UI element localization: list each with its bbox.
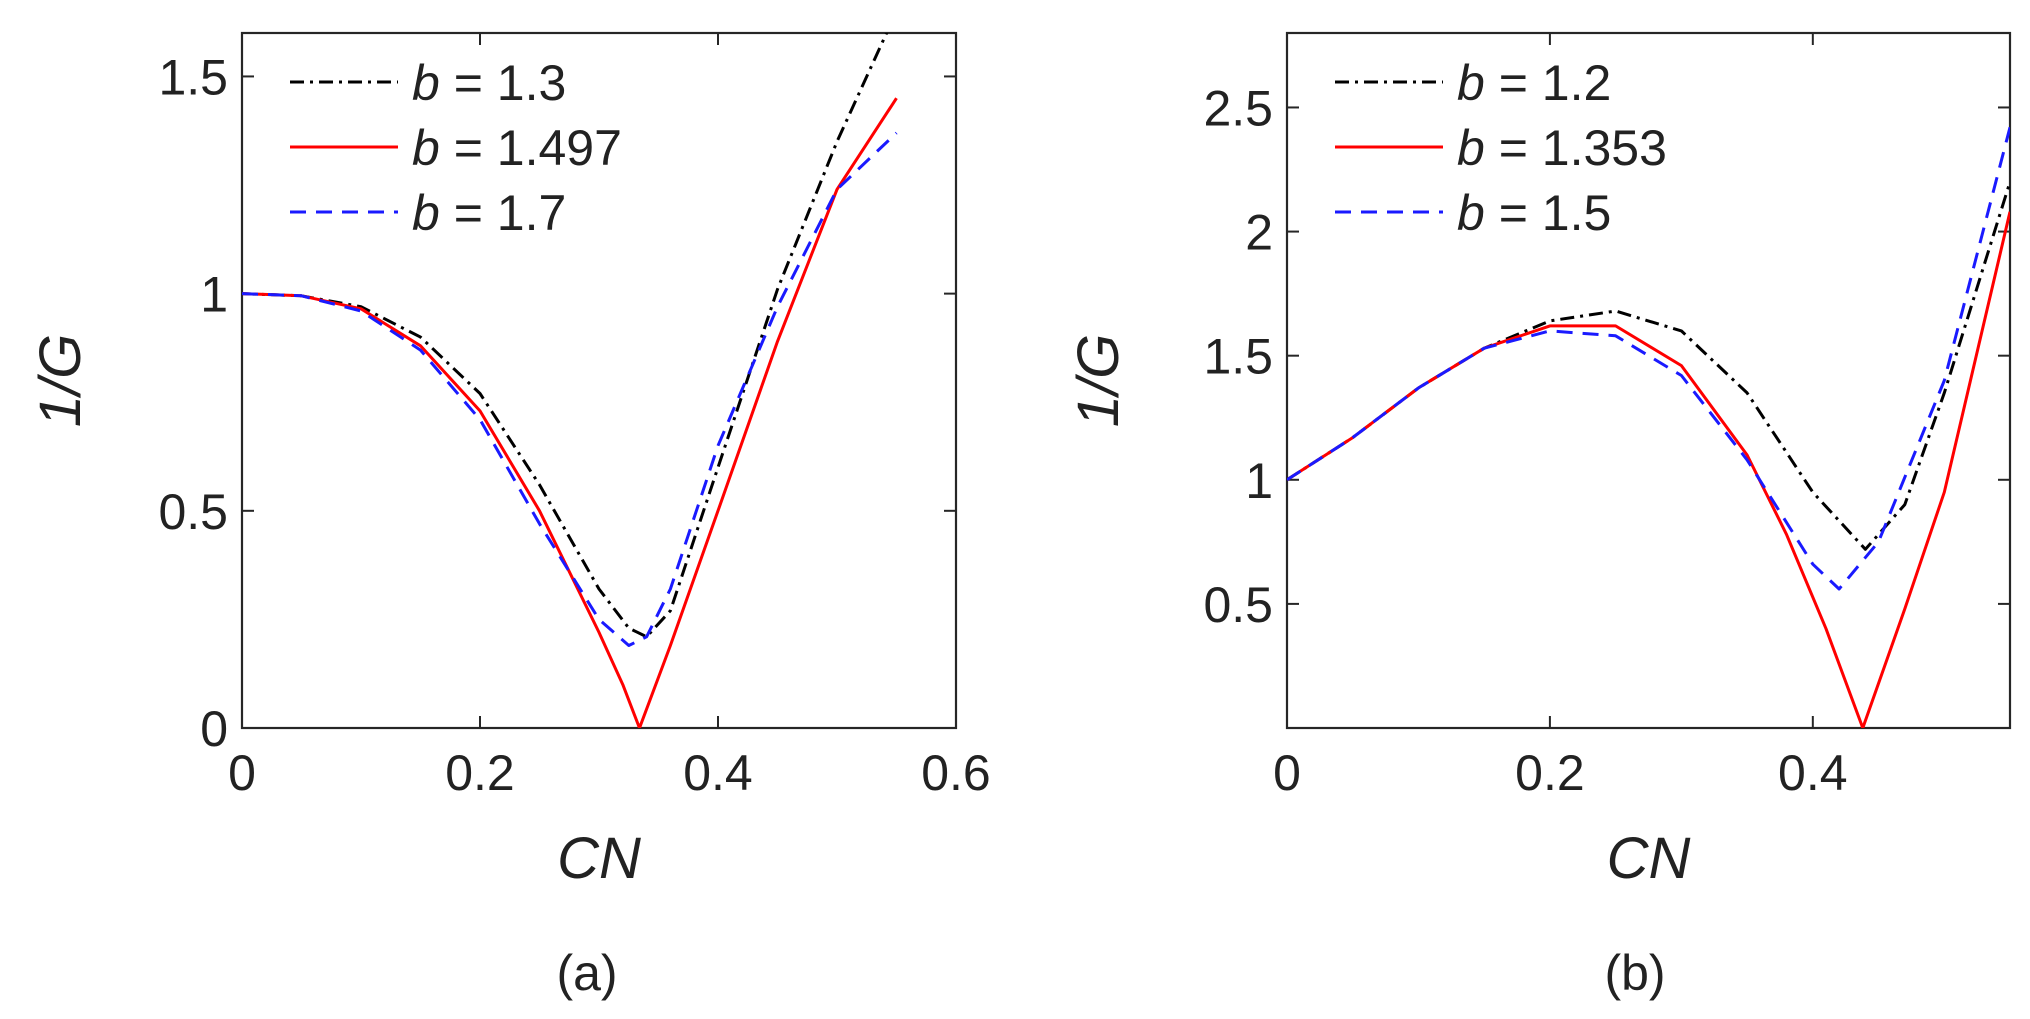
- y-tick-label: 0.5: [158, 484, 228, 540]
- legend-value: = 1.3: [440, 55, 567, 111]
- y-tick-label: 1.5: [1203, 329, 1273, 385]
- x-tick-label: 0.6: [921, 745, 991, 801]
- axes-box: [1285, 31, 2012, 730]
- x-tick-label: 0: [228, 745, 256, 801]
- series-line-b-1-7: [242, 131, 898, 647]
- series-group: [242, 33, 898, 728]
- series-line-b-1-353: [1287, 211, 2010, 728]
- y-axis-label: 1/G: [1066, 334, 1131, 428]
- y-tick-label: 0.5: [1203, 577, 1273, 633]
- y-tick-label: 2.5: [1203, 80, 1273, 136]
- y-tick-label: 2: [1245, 205, 1273, 261]
- legend-entry: b = 1.353: [1457, 120, 1667, 176]
- legend-param: b: [1457, 55, 1485, 111]
- legend-value: = 1.497: [440, 120, 622, 176]
- x-axis-label: CN: [557, 826, 641, 891]
- x-axis-label: CN: [1607, 826, 1691, 891]
- y-axis-label: 1/G: [28, 334, 93, 428]
- series-line-b-1-2: [1287, 181, 2010, 551]
- legend-entry: b = 1.497: [412, 120, 622, 176]
- legend-param: b: [412, 55, 440, 111]
- y-tick-label: 1: [1245, 453, 1273, 509]
- legend-value: = 1.7: [440, 185, 567, 241]
- legend-param: b: [1457, 185, 1485, 241]
- axes-box: [240, 31, 958, 730]
- x-tick-label: 0.2: [1515, 745, 1585, 801]
- legend-param: b: [412, 120, 440, 176]
- legend-value: = 1.353: [1485, 120, 1667, 176]
- legend-value: = 1.5: [1485, 185, 1612, 241]
- series-line-b-1-5: [1287, 126, 2010, 591]
- panel-caption: (a): [556, 945, 617, 1001]
- y-tick-label: 1: [200, 267, 228, 323]
- legend-entry: b = 1.3: [412, 55, 566, 111]
- panel-caption: (b): [1604, 945, 1665, 1001]
- legend-entry: b = 1.5: [1457, 185, 1611, 241]
- x-tick-label: 0.2: [445, 745, 515, 801]
- x-tick-label: 0: [1273, 745, 1301, 801]
- legend-entry: b = 1.2: [1457, 55, 1611, 111]
- x-tick-label: 0.4: [1778, 745, 1848, 801]
- x-tick-label: 0.4: [683, 745, 753, 801]
- legend-param: b: [412, 185, 440, 241]
- legend-entry: b = 1.7: [412, 185, 566, 241]
- y-tick-label: 1.5: [158, 49, 228, 105]
- legend-param: b: [1457, 120, 1485, 176]
- y-tick-label: 0: [200, 701, 228, 757]
- series-line-b-1-3: [242, 33, 889, 639]
- series-group: [1287, 126, 2010, 728]
- series-line-b-1-497: [242, 97, 898, 728]
- legend-value: = 1.2: [1485, 55, 1612, 111]
